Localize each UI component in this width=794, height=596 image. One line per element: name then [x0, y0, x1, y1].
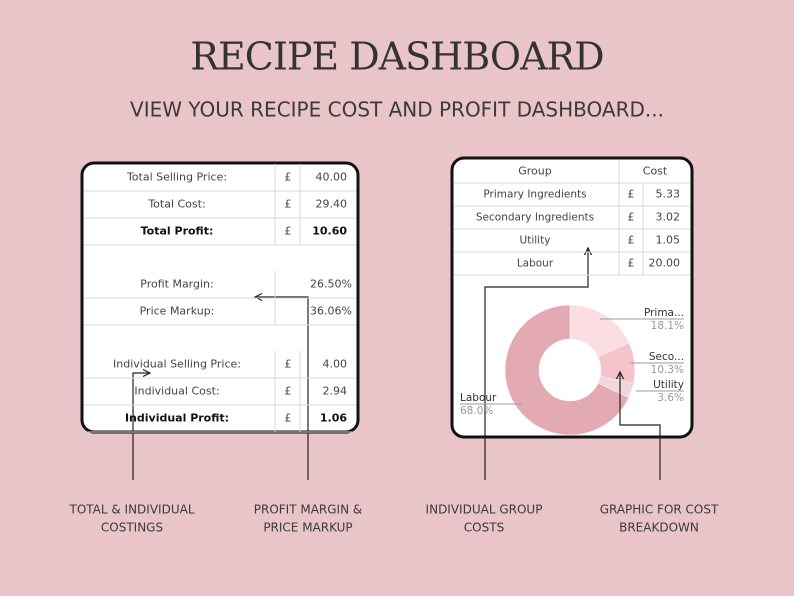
slice-value: 10.3%: [651, 364, 684, 376]
slice-label: Utility: [653, 379, 684, 391]
slice-label: Seco...: [649, 351, 684, 363]
label-cell: Individual Profit:: [125, 412, 229, 425]
label-cell: Price Markup:: [140, 305, 215, 318]
slice-value: 18.1%: [651, 320, 684, 332]
value-cell: 36.06%: [310, 305, 352, 318]
value-cell: 10.60: [312, 225, 347, 238]
donut-chart: [504, 304, 636, 435]
group-cell: Primary Ingredients: [483, 189, 586, 201]
value-cell: 5.33: [656, 188, 681, 201]
caption: COSTINGS: [101, 521, 163, 535]
value-cell: 1.05: [656, 234, 681, 247]
group-cell: Utility: [520, 235, 551, 247]
label-cell: Individual Selling Price:: [113, 358, 241, 371]
currency-cell: £: [628, 211, 635, 224]
label-cell: Profit Margin:: [140, 278, 213, 291]
caption: COSTS: [464, 521, 504, 535]
currency-cell: £: [628, 234, 635, 247]
value-cell: 29.40: [316, 198, 348, 211]
group-cell: Secondary Ingredients: [476, 212, 594, 224]
currency-cell: £: [285, 385, 292, 398]
currency-cell: £: [285, 225, 292, 238]
caption: INDIVIDUAL GROUP: [426, 503, 543, 517]
currency-cell: £: [628, 257, 635, 270]
callout: [620, 372, 661, 480]
value-cell: 1.06: [320, 412, 347, 425]
label-cell: Individual Cost:: [134, 385, 219, 398]
header-cell: Cost: [643, 165, 668, 178]
callout: [132, 373, 150, 480]
slice: [504, 304, 630, 435]
label-cell: Total Selling Price:: [126, 171, 227, 184]
label-cell: Total Cost:: [147, 198, 205, 211]
currency-cell: £: [285, 358, 292, 371]
value-cell: 2.94: [323, 385, 348, 398]
value-cell: 20.00: [649, 257, 681, 270]
currency-cell: £: [285, 198, 292, 211]
caption: PROFIT MARGIN &: [254, 503, 363, 517]
header-cell: Group: [518, 165, 552, 178]
value-cell: 40.00: [316, 171, 348, 184]
label-cell: Total Profit:: [141, 225, 214, 238]
value-cell: 4.00: [323, 358, 348, 371]
caption: BREAKDOWN: [619, 521, 699, 535]
callout: [255, 297, 309, 480]
subtitle: VIEW YOUR RECIPE COST AND PROFIT DASHBOA…: [130, 98, 664, 122]
caption: GRAPHIC FOR COST: [600, 503, 719, 517]
slice-value: 3.6%: [657, 392, 684, 404]
slice-label: Labour: [460, 392, 497, 404]
caption: TOTAL & INDIVIDUAL: [68, 503, 194, 517]
value-cell: 26.50%: [310, 278, 352, 291]
currency-cell: £: [628, 188, 635, 201]
value-cell: 3.02: [656, 211, 681, 224]
caption: PRICE MARKUP: [263, 521, 352, 535]
slice-label: Prima...: [644, 307, 684, 319]
currency-cell: £: [285, 171, 292, 184]
callout: [484, 248, 588, 480]
title: RECIPE DASHBOARD: [190, 35, 603, 79]
group-cell: Labour: [517, 258, 554, 270]
currency-cell: £: [285, 412, 292, 425]
slice-value: 68.0%: [460, 405, 493, 417]
